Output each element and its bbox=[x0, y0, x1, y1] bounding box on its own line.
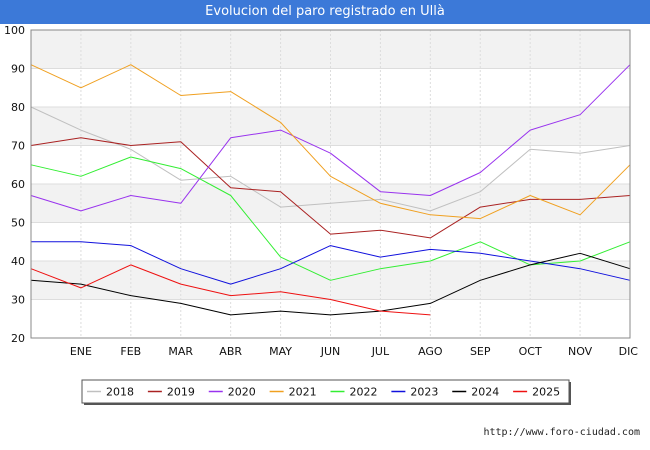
series-line-2020 bbox=[30, 64, 631, 212]
legend-label-2018: 2018 bbox=[106, 386, 134, 399]
legend-label-2019: 2019 bbox=[167, 386, 195, 399]
y-tick-label: 80 bbox=[11, 101, 25, 114]
legend-label-2025: 2025 bbox=[532, 386, 560, 399]
legend: 2018 2019 2020 2021 2022 2023 2024 2025 bbox=[81, 379, 571, 405]
legend-label-2022: 2022 bbox=[350, 386, 378, 399]
x-tick-label: OCT bbox=[519, 345, 542, 358]
y-tick-label: 40 bbox=[11, 255, 25, 268]
y-tick-label: 30 bbox=[11, 294, 25, 307]
series-line-2025 bbox=[30, 264, 431, 316]
y-tick-label: 100 bbox=[4, 24, 25, 37]
x-tick-label: SEP bbox=[470, 345, 491, 358]
y-tick-label: 90 bbox=[11, 63, 25, 76]
x-tick-label: MAY bbox=[269, 345, 292, 358]
y-tick-label: 20 bbox=[11, 332, 25, 345]
x-tick-label: NOV bbox=[568, 345, 593, 358]
series-lines bbox=[30, 64, 631, 316]
legend-label-2023: 2023 bbox=[410, 386, 438, 399]
series-line-2024 bbox=[30, 252, 631, 316]
series-line-2019 bbox=[30, 137, 631, 239]
y-axis-ticks: 20 30 40 50 60 70 80 90 100 bbox=[4, 24, 25, 345]
legend-label-2020: 2020 bbox=[228, 386, 256, 399]
legend-box bbox=[81, 379, 570, 404]
x-tick-label: JUL bbox=[371, 345, 390, 358]
legend-label-2024: 2024 bbox=[471, 386, 499, 399]
x-tick-label: MAR bbox=[168, 345, 193, 358]
x-tick-label: JUN bbox=[320, 345, 341, 358]
x-tick-label: DIC bbox=[619, 345, 639, 358]
y-tick-label: 60 bbox=[11, 178, 25, 191]
series-line-2021 bbox=[30, 64, 631, 220]
plot-frame bbox=[30, 29, 631, 339]
x-tick-label: AGO bbox=[418, 345, 443, 358]
source-url[interactable]: http://www.foro-ciudad.com bbox=[483, 427, 640, 438]
series-line-2023 bbox=[31, 241, 631, 285]
y-tick-label: 50 bbox=[11, 217, 25, 230]
x-axis-ticks: ENE FEB MAR ABR MAY JUN JUL AGO SEP OCT NOV DIC bbox=[70, 345, 638, 358]
chart-title: Evolucion del paro registrado en Ullà bbox=[0, 0, 650, 24]
axes bbox=[30, 29, 631, 339]
legend-label-2021: 2021 bbox=[289, 386, 317, 399]
y-tick-label: 70 bbox=[11, 140, 25, 153]
x-tick-label: ABR bbox=[219, 345, 242, 358]
x-tick-label: ENE bbox=[70, 345, 92, 358]
x-tick-label: FEB bbox=[120, 345, 141, 358]
series-line-2018 bbox=[30, 106, 631, 212]
